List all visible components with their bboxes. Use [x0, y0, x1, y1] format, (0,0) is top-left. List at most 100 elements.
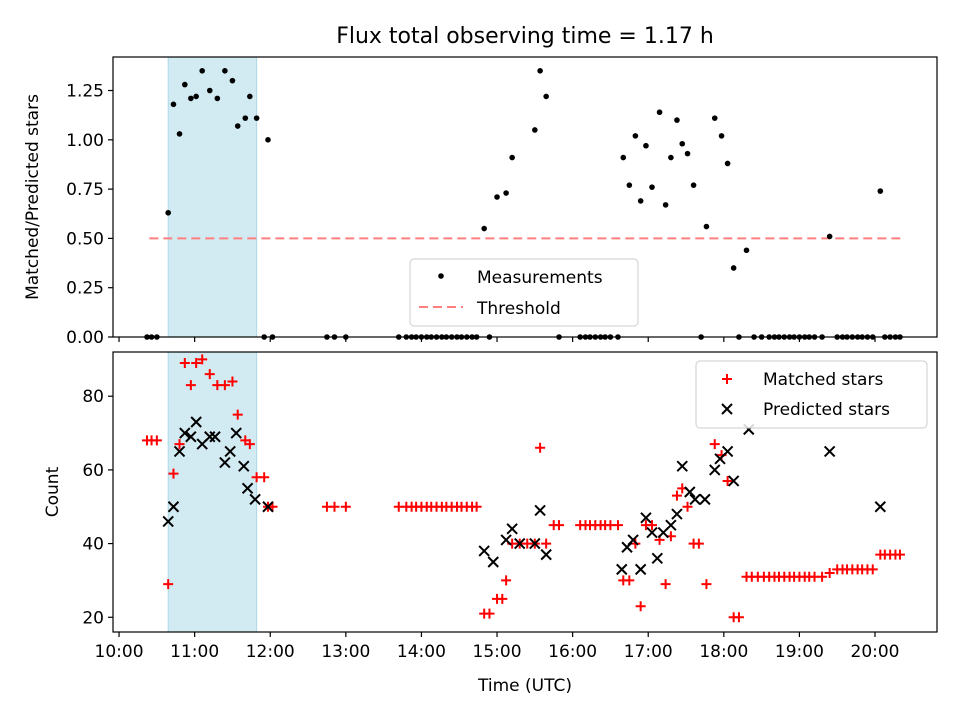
matched-star-point	[824, 568, 835, 579]
measurement-point	[668, 154, 674, 161]
matched-star-point	[817, 571, 828, 582]
matched-star-point	[612, 520, 623, 531]
predicted-star-point	[514, 537, 526, 550]
matched-star-point	[191, 358, 202, 369]
predicted-star-point	[709, 464, 721, 476]
legend-box	[409, 258, 639, 327]
legend-box	[695, 360, 928, 429]
bottom-plot-frame	[112, 351, 938, 633]
predicted-star-point	[540, 548, 552, 561]
matched-star-point	[541, 538, 552, 549]
measurement-point	[626, 182, 633, 188]
predicted-star-point	[676, 460, 688, 472]
matched-star-point	[660, 579, 671, 590]
predicted-star-point	[689, 493, 701, 506]
matched-star-point	[259, 472, 270, 483]
matched-star-point	[329, 501, 340, 512]
measurement-point	[206, 87, 213, 94]
matched-stars-points	[142, 354, 905, 623]
predicted-star-point	[684, 486, 696, 498]
measurement-point	[662, 202, 669, 208]
predicted-star-point	[874, 501, 887, 513]
matched-star-point	[244, 439, 255, 450]
matched-star-point	[204, 369, 215, 380]
top-y-axis-label: Matched/Predicted stars	[23, 94, 43, 300]
matched-star-point	[501, 575, 512, 586]
y-tick-label: 1.25	[66, 82, 104, 102]
bottom-legend: Matched stars Predicted stars	[695, 360, 928, 429]
x-tick-label: 16:00	[548, 642, 597, 662]
predicted-star-point	[224, 445, 236, 458]
measurement-point	[165, 209, 171, 216]
predicted-star-point	[219, 456, 231, 469]
measurement-point	[684, 150, 691, 157]
measurement-point	[724, 160, 731, 167]
legend-matched-marker	[722, 374, 732, 384]
matched-star-point	[163, 579, 174, 590]
measurement-point	[229, 77, 236, 84]
predicted-star-point	[640, 512, 652, 524]
measurement-point	[176, 131, 183, 137]
predicted-star-point	[230, 427, 242, 439]
measurement-point	[193, 93, 199, 100]
measurement-point	[743, 247, 750, 254]
bottom-shaded-span	[167, 351, 258, 633]
predicted-star-point	[721, 445, 734, 458]
x-tick-label: 11:00	[170, 642, 219, 662]
predicted-star-point	[478, 545, 490, 557]
measurement-point	[214, 95, 221, 102]
measurement-point	[656, 109, 663, 116]
shaded-span-rect	[167, 56, 258, 338]
measurement-point	[509, 154, 515, 161]
matched-star-point	[471, 501, 482, 512]
measurement-point	[643, 142, 649, 149]
x-tick-label: 17:00	[624, 642, 673, 662]
matched-star-point	[179, 358, 190, 369]
measurement-point	[188, 95, 194, 102]
legend-matched-label: Matched stars	[763, 370, 883, 390]
x-tick-label: 19:00	[775, 642, 824, 662]
matched-star-point	[219, 380, 230, 391]
predicted-star-point	[487, 556, 499, 568]
predicted-star-point	[823, 445, 836, 458]
x-tick-label: 10:00	[95, 642, 144, 662]
shaded-span-rect	[167, 351, 258, 633]
predicted-star-point	[727, 475, 740, 487]
predicted-star-point	[209, 431, 221, 443]
measurement-point	[620, 154, 627, 161]
predicted-star-point	[646, 526, 658, 539]
predicted-star-point	[249, 493, 261, 506]
x-tick-label: 14:00	[397, 642, 446, 662]
measurement-point	[877, 188, 884, 194]
y-tick-label: 40	[82, 535, 104, 555]
predicted-star-point	[500, 534, 512, 546]
predicted-star-point	[185, 431, 197, 443]
predicted-star-point	[167, 501, 180, 513]
bottom-y-ticks: 20 40 60 80	[82, 387, 113, 628]
measurement-point	[632, 133, 639, 139]
x-tick-label: 18:00	[699, 642, 748, 662]
measurement-point	[242, 115, 249, 121]
predicted-star-point	[665, 519, 677, 531]
measurement-point	[679, 140, 686, 147]
top-y-ticks: 0.00 0.25 0.50 0.75 1.00 1.25	[66, 82, 113, 348]
matched-star-point	[671, 490, 682, 501]
measurement-point	[826, 233, 833, 240]
matched-star-point	[624, 575, 635, 586]
measurement-point	[711, 115, 718, 121]
predicted-star-point	[627, 534, 639, 546]
top-plot-frame	[112, 56, 938, 338]
matched-star-point	[733, 612, 744, 623]
top-x-ticks	[118, 337, 876, 342]
measurement-point	[170, 101, 177, 108]
y-tick-label: 80	[82, 387, 104, 407]
predicted-star-point	[671, 508, 683, 520]
predicted-star-point	[241, 482, 254, 495]
matched-star-point	[554, 520, 565, 531]
legend-predicted-marker	[721, 403, 733, 415]
x-tick-label: 13:00	[321, 642, 370, 662]
chart-title: Flux total observing time = 1.17 h	[336, 24, 714, 49]
matched-star-point	[693, 538, 704, 549]
predicted-star-point	[238, 460, 250, 472]
